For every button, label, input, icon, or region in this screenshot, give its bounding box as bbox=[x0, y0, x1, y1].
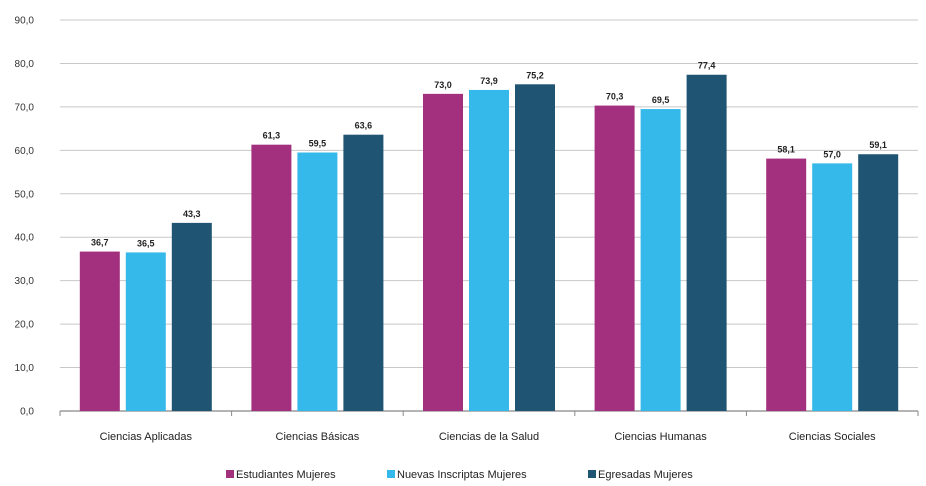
bar bbox=[640, 109, 681, 412]
data-label: 63,6 bbox=[355, 121, 373, 131]
legend-label: Nuevas Inscriptas Mujeres bbox=[397, 469, 527, 481]
data-label: 36,5 bbox=[137, 238, 155, 248]
y-tick-label: 0,0 bbox=[20, 407, 34, 418]
y-tick-label: 10,0 bbox=[15, 363, 35, 374]
legend-label: Estudiantes Mujeres bbox=[236, 469, 336, 481]
x-tick-label: Ciencias Básicas bbox=[276, 431, 360, 443]
bar bbox=[515, 84, 555, 411]
y-tick-label: 70,0 bbox=[15, 102, 35, 113]
legend-swatch bbox=[588, 470, 596, 478]
data-label: 59,5 bbox=[309, 139, 327, 149]
data-label: 61,3 bbox=[263, 131, 281, 141]
y-tick-label: 90,0 bbox=[15, 16, 35, 27]
y-tick-label: 50,0 bbox=[15, 189, 35, 200]
y-tick-label: 40,0 bbox=[15, 233, 35, 244]
bar bbox=[125, 252, 166, 411]
data-label: 70,3 bbox=[606, 92, 624, 102]
x-tick-label: Ciencias Sociales bbox=[789, 431, 876, 443]
data-label: 69,5 bbox=[652, 95, 670, 105]
bar bbox=[766, 158, 807, 411]
legend-swatch bbox=[226, 470, 234, 478]
y-tick-label: 20,0 bbox=[15, 320, 35, 331]
bar bbox=[251, 144, 292, 412]
legend-swatch bbox=[387, 470, 395, 478]
data-label: 43,3 bbox=[183, 209, 201, 219]
data-label: 75,2 bbox=[526, 70, 544, 80]
legend-label: Egresadas Mujeres bbox=[598, 469, 693, 481]
x-tick-label: Ciencias Humanas bbox=[614, 431, 707, 443]
bar bbox=[686, 74, 727, 412]
data-label: 73,0 bbox=[434, 80, 452, 90]
bar bbox=[297, 152, 338, 411]
bar bbox=[858, 154, 899, 411]
bar bbox=[343, 134, 384, 411]
y-tick-label: 80,0 bbox=[15, 59, 35, 70]
data-label: 36,7 bbox=[91, 238, 109, 248]
bar bbox=[594, 105, 635, 411]
x-tick-label: Ciencias Aplicadas bbox=[100, 431, 193, 443]
data-label: 77,4 bbox=[698, 61, 716, 71]
data-label: 59,1 bbox=[869, 140, 887, 150]
bar bbox=[79, 251, 120, 411]
bar bbox=[469, 89, 509, 411]
data-label: 57,0 bbox=[823, 149, 841, 159]
y-tick-label: 30,0 bbox=[15, 276, 35, 287]
bar bbox=[812, 163, 853, 411]
data-label: 73,9 bbox=[480, 76, 498, 86]
x-tick-label: Ciencias de la Salud bbox=[439, 431, 539, 443]
data-label: 58,1 bbox=[777, 145, 795, 155]
bar bbox=[171, 222, 212, 411]
y-tick-label: 60,0 bbox=[15, 146, 35, 157]
bar bbox=[423, 93, 463, 411]
